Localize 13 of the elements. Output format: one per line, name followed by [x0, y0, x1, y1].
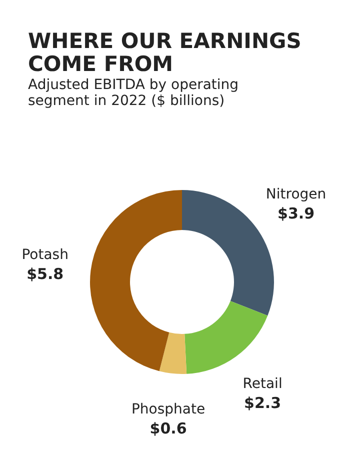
donut-slice: [159, 332, 187, 374]
donut-slice: [184, 301, 268, 374]
chart-subtitle: Adjusted EBITDA by operating segment in 2022 ($ billions): [28, 77, 239, 109]
slice-label: Phosphate: [131, 401, 206, 418]
chart-title: WHERE OUR EARNINGS COME FROM: [28, 29, 302, 76]
donut-slice: [90, 190, 182, 372]
slice-label: Retail: [242, 376, 282, 392]
slice-label: Potash: [22, 246, 68, 263]
data-label: $0.6: [150, 419, 187, 438]
data-label: $3.9: [278, 204, 315, 222]
data-label: $5.8: [26, 264, 64, 283]
data-label: $2.3: [244, 394, 282, 412]
slice-label: Nitrogen: [266, 186, 326, 202]
